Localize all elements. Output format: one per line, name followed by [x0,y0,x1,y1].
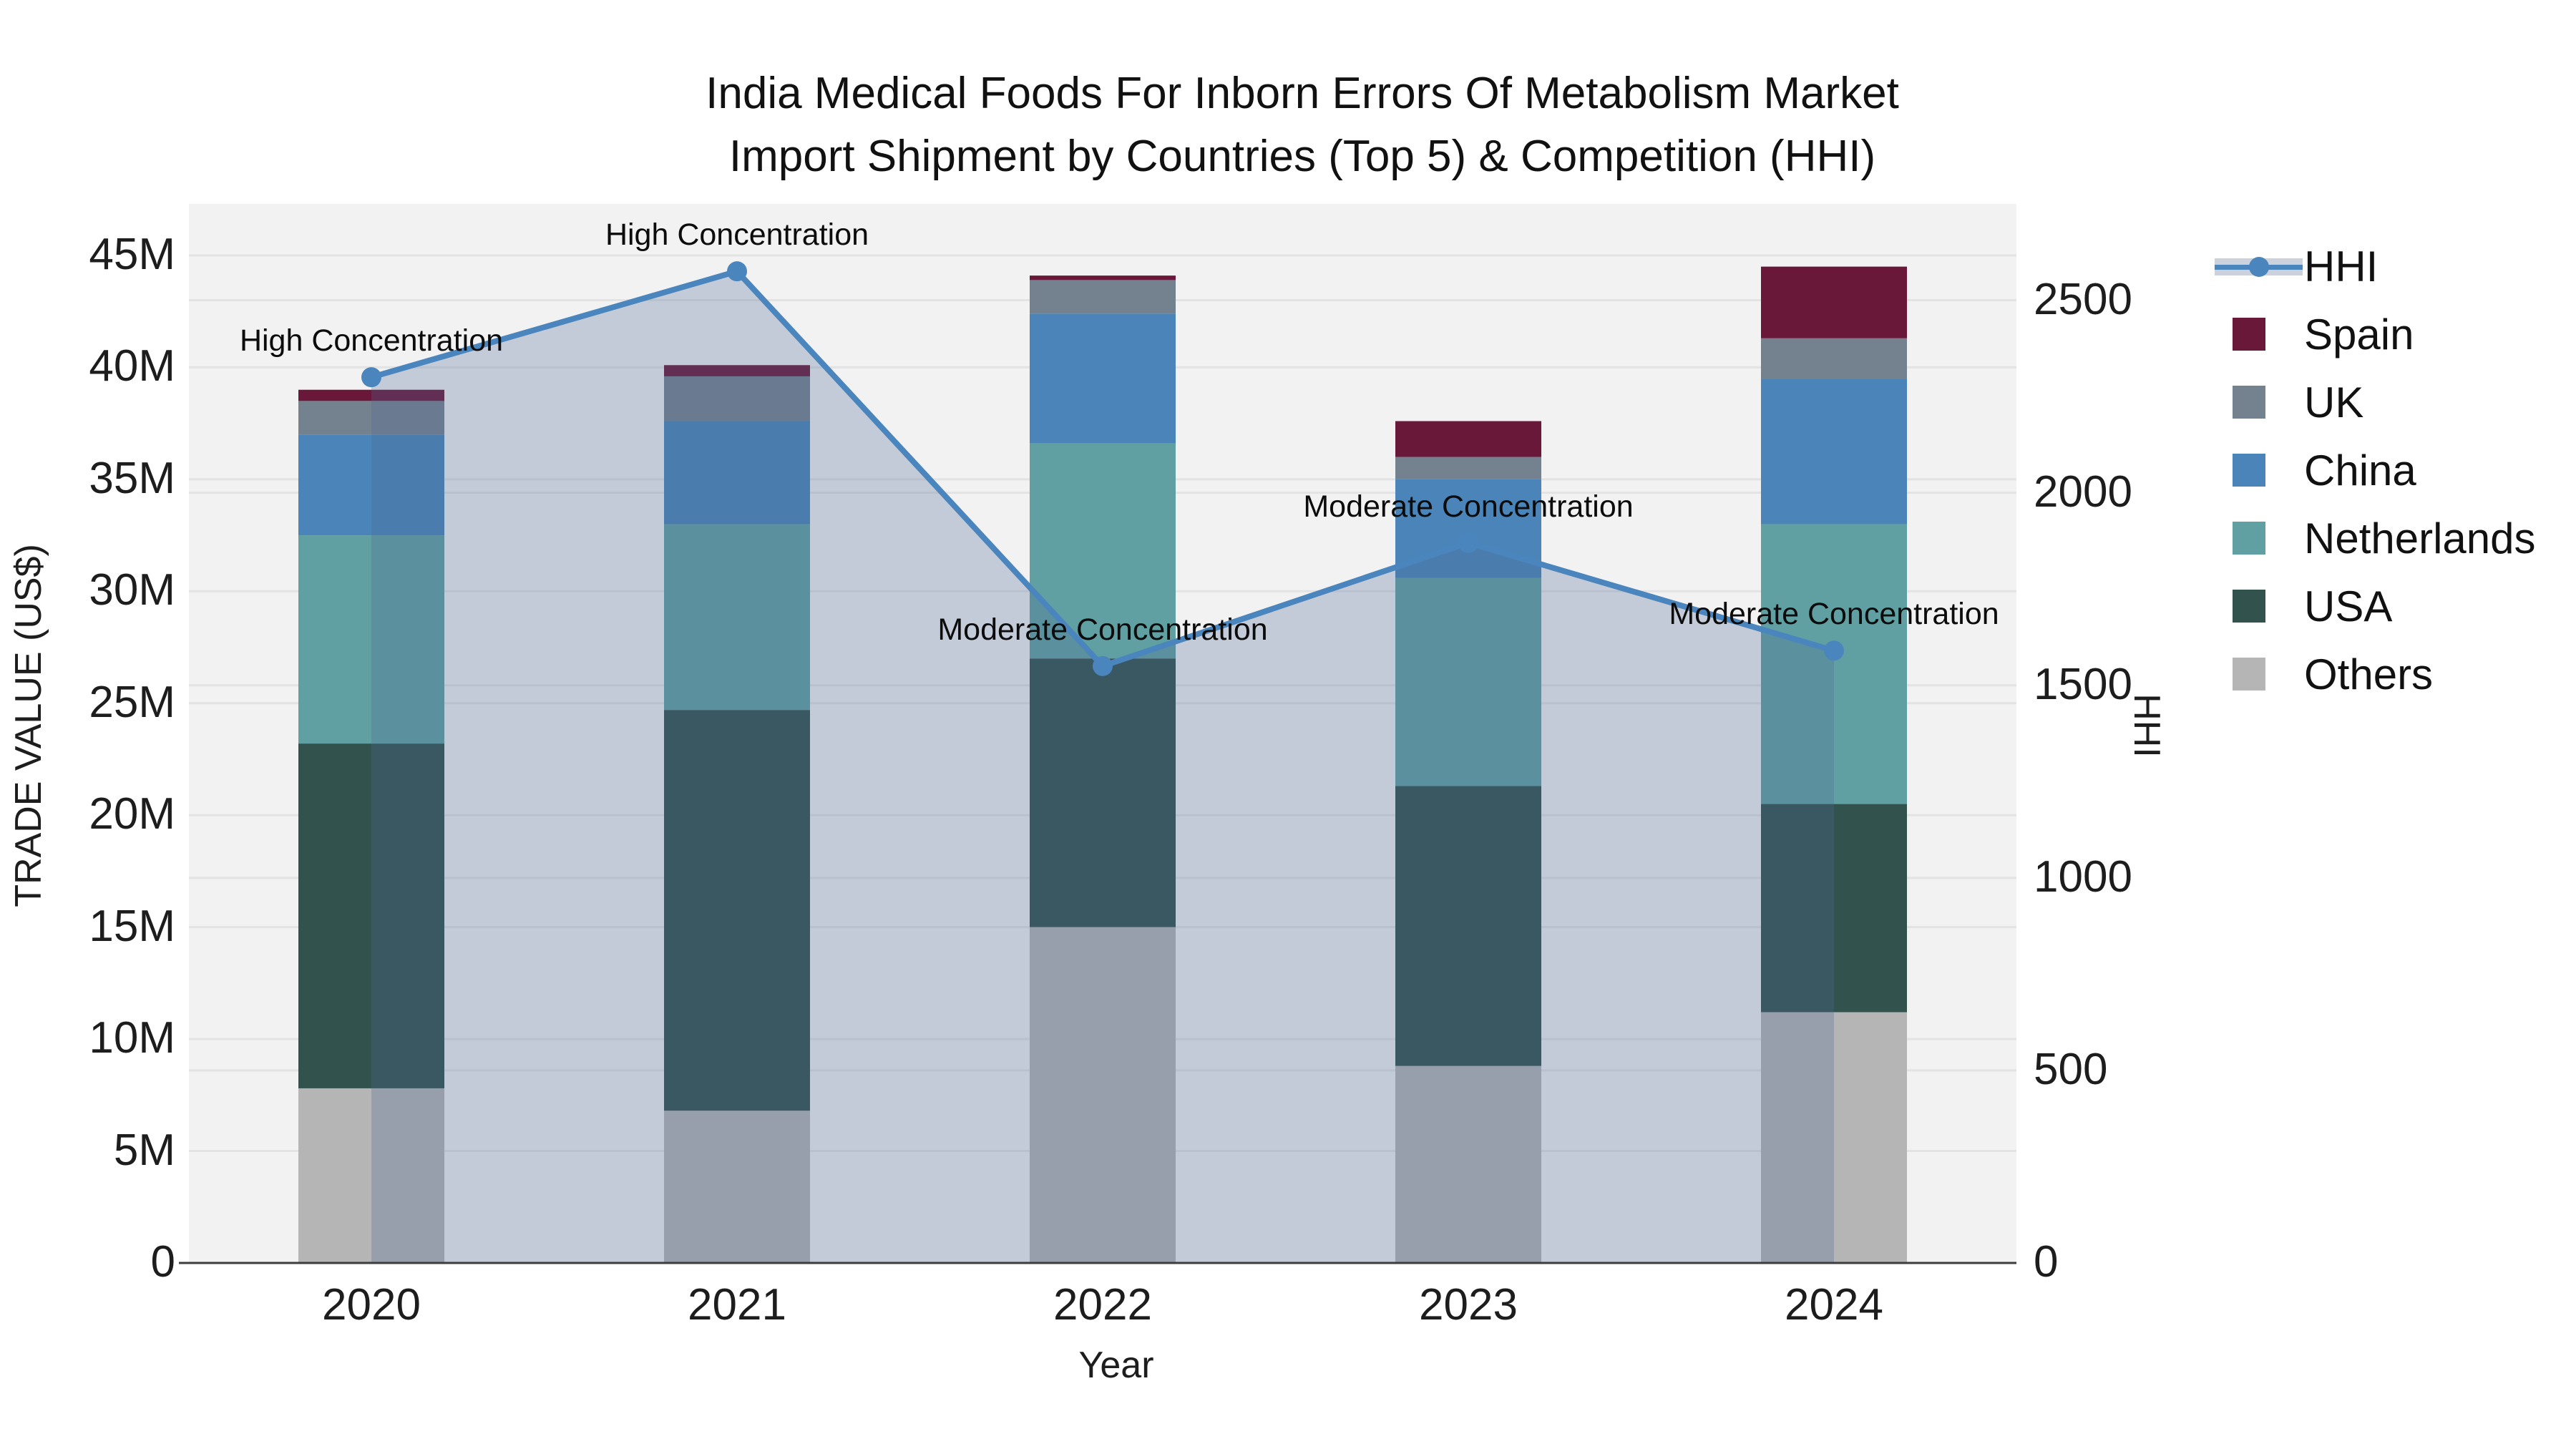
y-right-tick-0: 0 [2034,1237,2059,1287]
bar-segment-uk-2022 [1030,280,1176,314]
bar-segment-spain-2020 [298,389,444,401]
bar-segment-uk-2023 [1395,457,1541,479]
legend-swatch-others [2233,658,2265,691]
y-left-tick-5M: 5M [113,1125,175,1175]
bar-segment-others-2023 [1395,1065,1541,1263]
bar-segment-others-2020 [298,1088,444,1263]
annotation-2021: High Concentration [605,218,869,253]
hhi-marker-legend-dot [2249,257,2269,277]
x-tick-2021: 2021 [688,1280,786,1330]
bar-segment-usa-2024 [1761,804,1907,1013]
legend-swatch-spain [2233,318,2265,351]
x-tick-2020: 2020 [322,1280,421,1330]
bar-segment-china-2020 [298,434,444,536]
legend-swatch-uk [2233,386,2265,419]
bar-segment-spain-2024 [1761,266,1907,338]
annotation-2020: High Concentration [239,323,504,358]
legend-label-netherlands: Netherlands [2304,514,2536,562]
legend-item-uk[interactable]: UK [2211,378,2569,426]
annotation-2024: Moderate Concentration [1669,597,1999,632]
legend-item-spain[interactable]: Spain [2211,310,2569,358]
y-right-tick-1500: 1500 [2034,659,2132,709]
bar-segment-netherlands-2022 [1030,443,1176,659]
bar-segment-uk-2024 [1761,338,1907,379]
y-axis-title-right: HHI [2126,693,2167,758]
legend-item-netherlands[interactable]: Netherlands [2211,514,2569,562]
bar-segment-uk-2021 [664,376,810,421]
x-tick-2022: 2022 [1053,1280,1152,1330]
y-right-tick-500: 500 [2034,1044,2108,1094]
bar-segment-spain-2023 [1395,421,1541,457]
hhi-area-fill [371,271,1834,1263]
y-left-tick-45M: 45M [89,229,175,279]
chart-title-line1: India Medical Foods For Inborn Errors Of… [706,69,1899,118]
hhi-marker-2021 [727,261,747,282]
legend-label-china: China [2304,446,2416,494]
y-left-tick-0: 0 [150,1237,175,1287]
bar-segment-china-2021 [664,421,810,525]
y-left-tick-25M: 25M [89,677,175,727]
bar-segment-china-2024 [1761,379,1907,525]
bar-segment-spain-2021 [664,365,810,376]
bar-segment-others-2021 [664,1111,810,1263]
y-left-tick-30M: 30M [89,565,175,615]
legend-label-spain: Spain [2304,310,2414,358]
legend-swatch-usa [2233,590,2265,623]
legend-label-hhi: HHI [2304,242,2379,291]
y-right-tick-2000: 2000 [2034,467,2132,517]
legend-item-others[interactable]: Others [2211,650,2569,698]
bar-segment-china-2022 [1030,313,1176,444]
legend-swatch-netherlands [2233,522,2265,555]
hhi-marker-2020 [361,367,381,388]
legend-item-hhi[interactable]: HHI [2211,242,2569,291]
annotation-2023: Moderate Concentration [1303,489,1634,524]
y-left-tick-35M: 35M [89,453,175,503]
legend-label-uk: UK [2304,378,2364,426]
hhi-marker-2022 [1093,655,1113,676]
hhi-line-legend-icon [2215,250,2303,283]
bar-segment-netherlands-2021 [664,524,810,711]
bar-segment-netherlands-2024 [1761,524,1907,804]
bar-segment-usa-2021 [664,710,810,1111]
legend-label-others: Others [2304,650,2434,698]
bar-segment-uk-2020 [298,401,444,435]
hhi-marker-2024 [1824,640,1844,661]
annotation-2022: Moderate Concentration [937,612,1268,647]
bar-segment-usa-2020 [298,743,444,1088]
bar-segment-netherlands-2020 [298,535,444,744]
hhi-marker-2023 [1458,532,1478,553]
y-left-tick-15M: 15M [89,901,175,951]
bar-segment-others-2022 [1030,927,1176,1263]
bar-segment-usa-2023 [1395,786,1541,1066]
bar-segment-spain-2022 [1030,275,1176,280]
x-tick-2024: 2024 [1785,1280,1883,1330]
y-axis-title-left: TRADE VALUE (US$) [8,544,49,907]
y-left-tick-20M: 20M [89,789,175,839]
y-right-tick-1000: 1000 [2034,852,2132,902]
y-left-tick-10M: 10M [89,1013,175,1063]
legend-label-usa: USA [2304,582,2393,630]
legend-item-usa[interactable]: USA [2211,582,2569,630]
legend-swatch-china [2233,454,2265,487]
x-axis-title: Year [1078,1345,1154,1386]
bar-segment-usa-2022 [1030,658,1176,927]
bar-segment-others-2024 [1761,1012,1907,1263]
x-tick-2023: 2023 [1419,1280,1518,1330]
chart-title-line2: Import Shipment by Countries (Top 5) & C… [728,132,1876,181]
y-right-tick-2500: 2500 [2034,274,2132,324]
y-left-tick-40M: 40M [89,341,175,391]
bar-segment-netherlands-2023 [1395,577,1541,786]
legend-item-china[interactable]: China [2211,446,2569,494]
